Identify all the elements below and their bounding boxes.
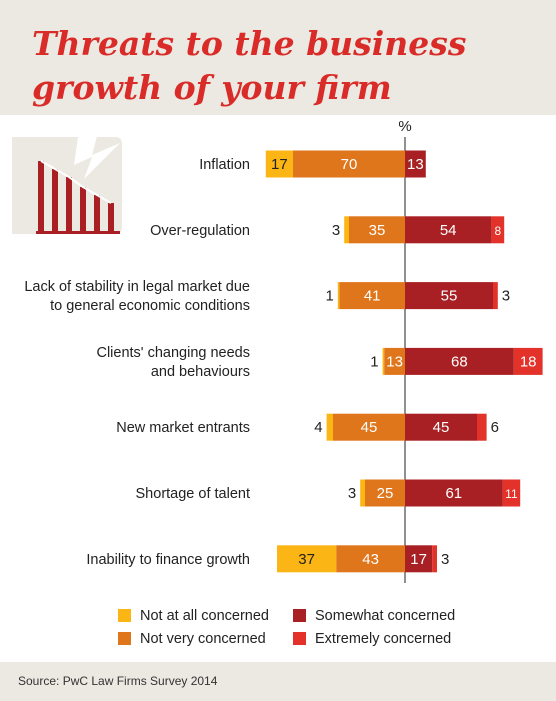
- header-band: Threats to the business growth of your f…: [0, 0, 556, 115]
- bar-segment: [333, 413, 405, 441]
- bar-segment: [336, 545, 405, 573]
- data-label: 25: [377, 485, 394, 502]
- legend-swatch: [293, 632, 306, 645]
- chart-row: Inflation 70 17 13: [199, 150, 426, 178]
- data-label: 3: [348, 485, 356, 502]
- data-label: 3: [441, 551, 449, 568]
- data-label: 37: [298, 551, 315, 568]
- data-label: 13: [407, 156, 424, 173]
- bar-segment: [405, 479, 503, 507]
- bar-segment: [405, 347, 514, 375]
- bar-segment: [491, 216, 505, 244]
- footer-band: Source: PwC Law Firms Survey 2014: [0, 662, 556, 701]
- bar-segment: [365, 479, 405, 507]
- category-label: New market entrants: [116, 420, 250, 436]
- category-label: Inflation: [199, 157, 250, 173]
- data-label: 3: [332, 222, 340, 239]
- data-label: 17: [271, 156, 288, 173]
- data-label: 1: [370, 353, 378, 370]
- data-label: 45: [361, 419, 378, 436]
- legend-label: Not at all concerned: [140, 608, 269, 624]
- bar-segment: [293, 150, 405, 178]
- chart-row: Inability to finance growth 43 37 17 3: [86, 545, 449, 573]
- source-note: Source: PwC Law Firms Survey 2014: [18, 674, 218, 688]
- chart-row: Clients' changing needs and behaviours 13 1…: [96, 345, 543, 380]
- legend-item: Not very concerned: [118, 631, 266, 647]
- chart-title: Threats to the business growth of your f…: [32, 24, 467, 107]
- legend-label: Somewhat concerned: [315, 608, 455, 624]
- data-label: 11: [505, 487, 518, 501]
- bar-segment: [405, 413, 477, 441]
- bar-segment: [405, 545, 433, 573]
- data-label: 3: [502, 288, 510, 305]
- data-label: 18: [520, 353, 537, 370]
- bar-segment: [277, 545, 337, 573]
- legend-swatch: [118, 609, 131, 622]
- bar-segment: [513, 347, 543, 375]
- data-label: 4: [314, 419, 322, 436]
- chart-row: Shortage of talent 25 3 61 11: [136, 479, 521, 507]
- bar-segment: [493, 282, 498, 310]
- legend-swatch: [293, 609, 306, 622]
- bar-segment: [360, 479, 365, 507]
- chart-row: Over-regulation 35 3 54 8: [150, 216, 505, 244]
- data-label: 35: [369, 222, 386, 239]
- data-label: 8: [494, 224, 501, 238]
- data-label: 55: [441, 288, 458, 305]
- data-label: 61: [445, 485, 462, 502]
- chart-row: Lack of stability in legal market due to …: [24, 279, 510, 314]
- legend: Not at all concerned Somewhat concerned No…: [118, 608, 455, 647]
- data-label: 43: [362, 551, 379, 568]
- bar-segment: [326, 413, 333, 441]
- bar-segment: [339, 282, 405, 310]
- data-label: 45: [433, 419, 450, 436]
- data-label: 17: [410, 551, 427, 568]
- unit-label: %: [398, 118, 411, 135]
- legend-label: Not very concerned: [140, 631, 266, 647]
- bar-segment: [502, 479, 521, 507]
- bar-segment: [405, 150, 426, 178]
- bar-segment: [384, 347, 405, 375]
- legend-label: Extremely concerned: [315, 631, 451, 647]
- bar-segment: [382, 347, 385, 375]
- data-label: 68: [451, 353, 468, 370]
- bar-segment: [337, 282, 340, 310]
- category-label: Clients' changing needs and behaviours: [96, 345, 250, 380]
- category-label: Lack of stability in legal market due to …: [24, 279, 250, 314]
- data-label: 54: [440, 222, 457, 239]
- legend-item: Somewhat concerned: [293, 608, 455, 624]
- data-label: 1: [325, 288, 333, 305]
- bar-segment: [432, 545, 437, 573]
- legend-swatch: [118, 632, 131, 645]
- bar-segment: [265, 150, 293, 178]
- bar-segment: [349, 216, 405, 244]
- bar-chart-lightning-icon: [12, 125, 122, 234]
- bar-segment: [477, 413, 487, 441]
- category-label: Shortage of talent: [136, 486, 250, 502]
- bar-segment: [405, 282, 493, 310]
- data-label: 70: [341, 156, 358, 173]
- bar-segment: [344, 216, 349, 244]
- category-label: Over-regulation: [150, 223, 250, 239]
- bar-segment: [405, 216, 492, 244]
- legend-item: Not at all concerned: [118, 608, 269, 624]
- category-label: Inability to finance growth: [86, 552, 250, 568]
- legend-item: Extremely concerned: [293, 631, 451, 647]
- chart-row: New market entrants 45 4 45 6: [116, 413, 499, 441]
- data-label: 6: [491, 419, 499, 436]
- data-label: 41: [364, 288, 381, 305]
- data-label: 13: [386, 353, 403, 370]
